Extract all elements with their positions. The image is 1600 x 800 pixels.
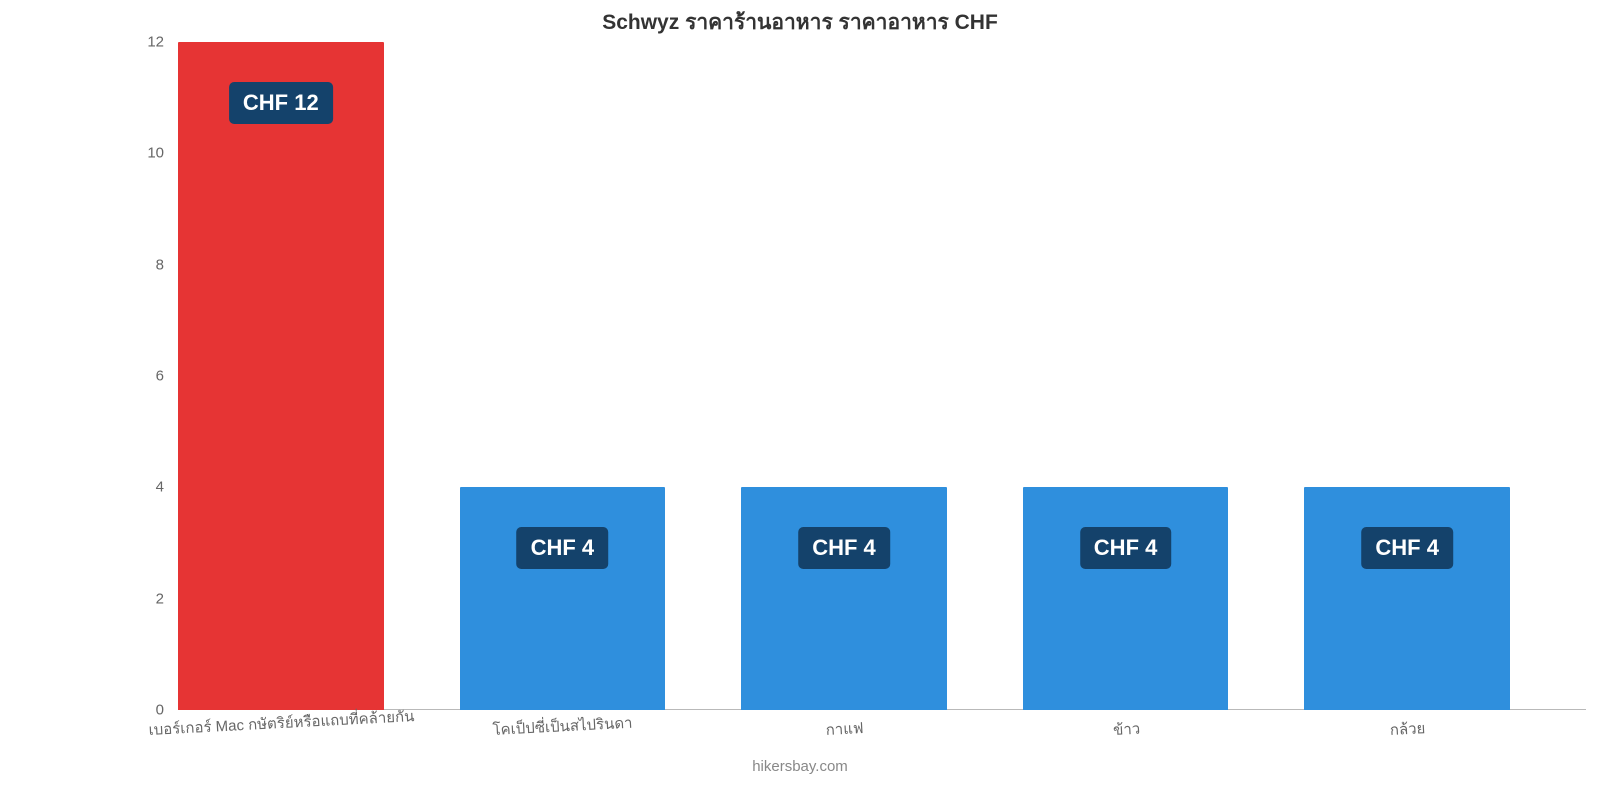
bar-value-badge: CHF 4 [1361,527,1453,569]
bar-value-badge: CHF 4 [798,527,890,569]
bar-slot: CHF 12เบอร์เกอร์ Mac กษัตริย์หรือแถบที่ค… [178,42,460,710]
x-axis-label: โคเป็ปซี่เป็นสไปรินดา [492,711,633,742]
y-axis-tick: 10 [147,145,178,162]
bar-slot: CHF 4ข้าว [1023,42,1305,710]
y-axis-tick: 8 [156,256,178,273]
plot-area: 024681012CHF 12เบอร์เกอร์ Mac กษัตริย์หร… [178,42,1586,710]
chart-credit: hikersbay.com [0,758,1600,775]
bar-slot: CHF 4กาแฟ [741,42,1023,710]
bar-chart: Schwyz ราคาร้านอาหาร ราคาอาหาร CHF 02468… [0,0,1600,800]
bar: CHF 4 [460,487,666,710]
y-axis-tick: 2 [156,590,178,607]
bar-value-badge: CHF 4 [1080,527,1172,569]
y-axis-tick: 12 [147,34,178,51]
bar: CHF 12 [178,42,384,710]
bar: CHF 4 [741,487,947,710]
bar-value-badge: CHF 4 [517,527,609,569]
y-axis-tick: 6 [156,368,178,385]
bar: CHF 4 [1304,487,1510,710]
x-axis-label: กล้วย [1389,716,1426,742]
chart-title: Schwyz ราคาร้านอาหาร ราคาอาหาร CHF [0,6,1600,39]
x-axis-label: ข้าว [1112,717,1140,742]
y-axis-tick: 4 [156,479,178,496]
bar: CHF 4 [1023,487,1229,710]
x-axis-label: กาแฟ [825,716,864,742]
bar-value-badge: CHF 12 [229,82,333,124]
bar-slot: CHF 4โคเป็ปซี่เป็นสไปรินดา [460,42,742,710]
bar-slot: CHF 4กล้วย [1304,42,1586,710]
